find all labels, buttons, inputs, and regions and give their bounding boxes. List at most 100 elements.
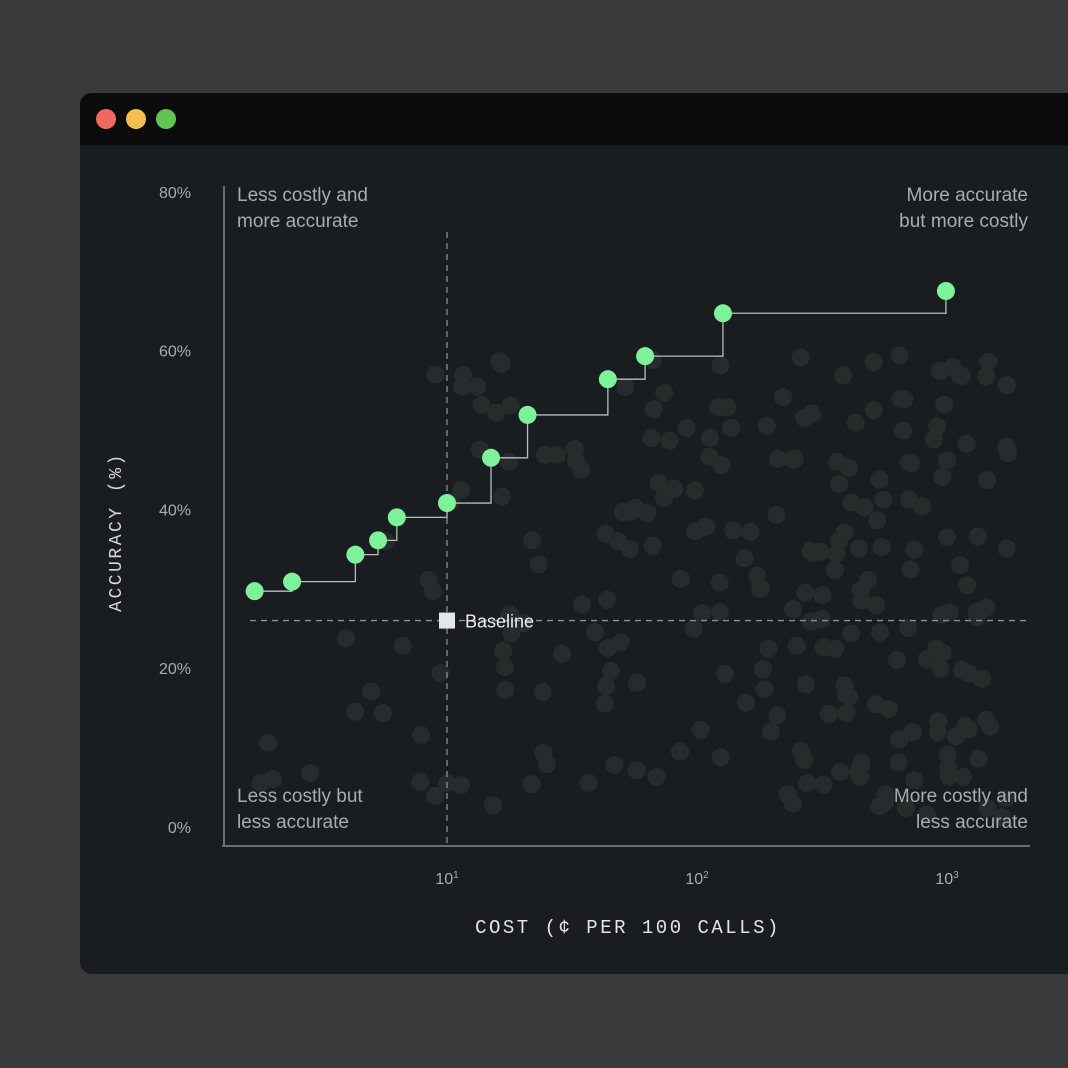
background-point <box>761 722 780 741</box>
background-point <box>935 395 954 414</box>
y-tick-label: 40% <box>159 502 191 519</box>
background-point <box>598 590 617 609</box>
background-point <box>693 603 712 622</box>
background-point <box>373 704 392 723</box>
background-point <box>901 560 920 579</box>
background-point <box>993 808 1012 827</box>
background-point <box>917 650 936 669</box>
background-point <box>842 624 861 643</box>
background-point <box>791 348 810 367</box>
background-point <box>928 723 947 742</box>
background-point <box>757 416 776 435</box>
background-point <box>784 600 803 619</box>
background-point <box>842 493 861 512</box>
background-point <box>660 431 679 450</box>
background-point <box>954 767 973 786</box>
background-point <box>301 764 320 783</box>
background-point <box>896 798 915 817</box>
background-point <box>419 570 438 589</box>
background-point <box>905 771 924 790</box>
background-point <box>977 710 996 729</box>
background-point <box>938 745 957 764</box>
background-point <box>722 418 741 437</box>
background-point <box>605 755 624 774</box>
background-point <box>412 726 431 745</box>
background-point <box>830 475 849 494</box>
background-point <box>977 367 996 386</box>
background-point <box>837 703 856 722</box>
background-point <box>950 365 969 384</box>
background-point <box>522 531 541 550</box>
y-tick-label: 0% <box>168 820 191 837</box>
background-point <box>917 805 936 824</box>
frontier-point <box>438 494 456 513</box>
background-point <box>997 437 1016 456</box>
background-point <box>968 527 987 546</box>
frontier-point <box>518 405 537 424</box>
background-point <box>787 636 806 655</box>
background-point <box>502 624 521 643</box>
close-button[interactable] <box>96 109 116 129</box>
background-point <box>768 706 787 725</box>
background-points <box>251 346 1018 827</box>
x-tick-label: 103 <box>935 870 959 888</box>
background-point <box>895 390 914 409</box>
background-point <box>393 636 412 655</box>
background-point <box>472 395 491 414</box>
quadrant-label-top-right-1: More accurate <box>907 185 1028 206</box>
frontier-point <box>713 304 732 323</box>
background-point <box>797 774 816 793</box>
background-point <box>500 605 519 624</box>
x-axis-label: COST (¢ PER 100 CALLS) <box>475 917 781 939</box>
background-point <box>785 449 804 468</box>
background-point <box>647 767 666 786</box>
background-point <box>953 661 972 680</box>
background-point <box>868 511 887 530</box>
frontier-point <box>636 347 655 366</box>
background-point <box>431 664 450 683</box>
quadrant-label-bottom-left-2: less accurate <box>237 812 349 833</box>
background-point <box>951 556 970 575</box>
background-point <box>685 481 704 500</box>
background-point <box>573 595 592 614</box>
background-point <box>337 629 356 648</box>
background-point <box>362 682 381 701</box>
background-point <box>978 799 997 818</box>
background-point <box>835 523 854 542</box>
background-point <box>638 504 657 523</box>
background-point <box>890 730 909 749</box>
background-point <box>903 723 922 742</box>
background-point <box>938 528 957 547</box>
background-point <box>801 541 820 560</box>
y-tick-label: 80% <box>159 185 191 202</box>
background-point <box>792 742 811 761</box>
background-point <box>931 361 950 380</box>
background-point <box>597 676 616 695</box>
background-point <box>933 643 952 662</box>
background-point <box>496 680 515 699</box>
background-point <box>627 673 646 692</box>
background-point <box>997 539 1016 558</box>
background-point <box>494 641 513 660</box>
y-axis-label: ACCURACY (%) <box>107 452 127 612</box>
background-point <box>864 401 883 420</box>
background-point <box>836 685 855 704</box>
background-point <box>755 680 774 699</box>
minimize-button[interactable] <box>126 109 146 129</box>
background-point <box>500 452 519 471</box>
title-bar <box>80 93 1068 145</box>
background-point <box>701 428 720 447</box>
background-point <box>671 569 690 588</box>
background-point <box>932 605 951 624</box>
quadrant-label-top-left-1: Less costly and <box>237 185 368 206</box>
zoom-button[interactable] <box>156 109 176 129</box>
background-point <box>870 470 889 489</box>
background-point <box>888 651 907 670</box>
background-point <box>709 398 728 417</box>
background-point <box>346 702 365 721</box>
background-point <box>735 549 754 568</box>
background-point <box>616 378 635 397</box>
background-point <box>905 540 924 559</box>
background-point <box>454 365 473 384</box>
